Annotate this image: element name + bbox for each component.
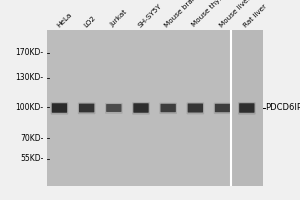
Text: Mouse brain: Mouse brain <box>164 0 200 28</box>
FancyBboxPatch shape <box>132 102 150 115</box>
Text: LO2: LO2 <box>82 14 97 28</box>
Bar <box>46 30 231 186</box>
FancyBboxPatch shape <box>79 104 94 112</box>
Text: 170KD-: 170KD- <box>15 48 44 57</box>
Bar <box>231 30 262 186</box>
FancyBboxPatch shape <box>187 102 204 114</box>
FancyBboxPatch shape <box>159 103 177 114</box>
Text: SH-SY5Y: SH-SY5Y <box>137 2 163 28</box>
FancyBboxPatch shape <box>188 103 203 113</box>
Text: 130KD-: 130KD- <box>15 73 44 82</box>
Text: 70KD-: 70KD- <box>20 134 44 143</box>
FancyBboxPatch shape <box>78 103 95 114</box>
FancyBboxPatch shape <box>215 104 230 112</box>
FancyBboxPatch shape <box>105 103 123 114</box>
FancyBboxPatch shape <box>52 103 67 113</box>
Text: PDCD6IP: PDCD6IP <box>266 104 300 112</box>
Text: HeLa: HeLa <box>55 11 73 28</box>
Text: Mouse thymus: Mouse thymus <box>191 0 233 28</box>
Text: Jurkat: Jurkat <box>110 9 129 28</box>
FancyBboxPatch shape <box>238 102 256 115</box>
FancyBboxPatch shape <box>133 103 149 113</box>
Text: 100KD-: 100KD- <box>15 103 44 112</box>
FancyBboxPatch shape <box>51 102 68 115</box>
FancyBboxPatch shape <box>160 104 176 112</box>
FancyBboxPatch shape <box>106 104 122 112</box>
Text: Mouse liver: Mouse liver <box>218 0 252 28</box>
FancyBboxPatch shape <box>239 103 254 113</box>
FancyBboxPatch shape <box>214 103 231 114</box>
Text: Rat liver: Rat liver <box>243 3 268 28</box>
Text: 55KD-: 55KD- <box>20 154 44 163</box>
